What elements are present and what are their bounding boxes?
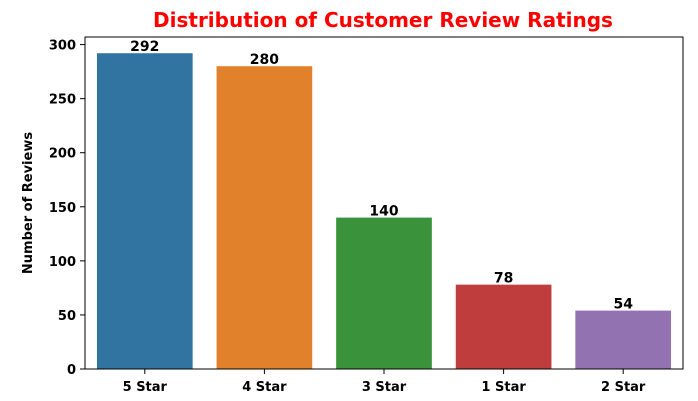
- bar-1-star: [455, 284, 552, 369]
- y-tick-label: 200: [49, 147, 76, 162]
- bar-labels-group: 292 280 140 78 54: [130, 39, 633, 312]
- bar-2-star: [575, 310, 672, 369]
- y-tick-label: 300: [49, 39, 76, 54]
- y-axis: 0 50 100 150 200 250 300: [49, 39, 85, 378]
- bar-3-star: [336, 217, 432, 369]
- y-axis-label: Number of Reviews: [21, 132, 36, 274]
- bar-value-label: 280: [250, 52, 279, 68]
- x-tick-label: 3 Star: [362, 380, 407, 395]
- bar-value-label: 292: [130, 39, 159, 55]
- bar-value-label: 140: [369, 204, 398, 220]
- x-tick-label: 1 Star: [481, 380, 526, 395]
- bar-4-star: [216, 66, 313, 369]
- bars-group: [96, 53, 672, 369]
- bar-5-star: [96, 53, 193, 369]
- x-tick-label: 5 Star: [123, 380, 168, 395]
- y-tick-label: 150: [49, 201, 76, 216]
- plot-frame: [84, 36, 684, 370]
- chart-title: Distribution of Customer Review Ratings: [153, 8, 613, 32]
- x-tick-label: 2 Star: [601, 380, 646, 395]
- y-tick-label: 0: [67, 363, 76, 378]
- y-tick-label: 50: [58, 309, 76, 324]
- y-tick-label: 250: [49, 93, 76, 108]
- y-tick-label: 100: [49, 255, 76, 270]
- x-axis: 5 Star 4 Star 3 Star 1 Star 2 Star: [123, 369, 646, 395]
- bar-value-label: 78: [494, 271, 513, 287]
- x-tick-label: 4 Star: [242, 380, 287, 395]
- bar-value-label: 54: [613, 297, 633, 313]
